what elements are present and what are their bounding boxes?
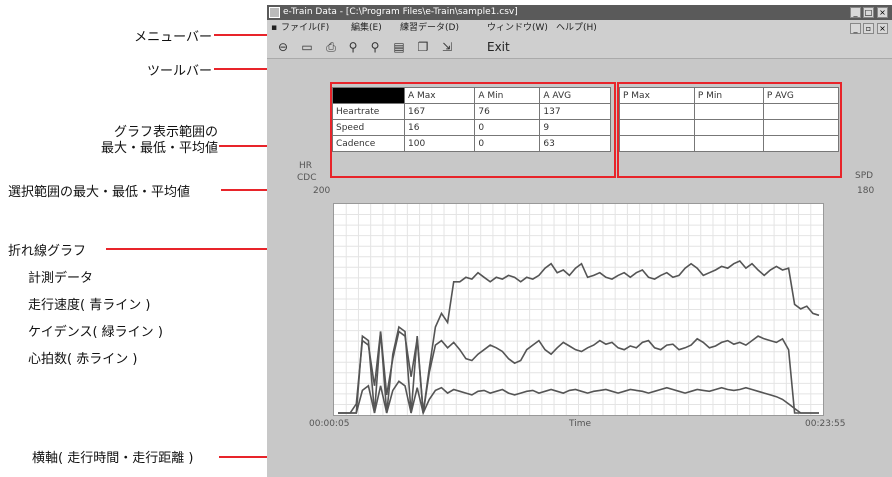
- x-axis-start-label: 00:00:05: [309, 419, 350, 429]
- exit-button[interactable]: Exit: [487, 40, 510, 54]
- line-chart[interactable]: [333, 203, 824, 416]
- pointer-line-toolbar: [214, 68, 274, 70]
- menu-help[interactable]: ヘルプ(H): [556, 23, 597, 33]
- title-bar: e-Train Data - [C:\Program Files\e-Train…: [267, 5, 892, 20]
- annotation-heartrate: 心拍数( 赤ライン ): [28, 352, 138, 367]
- table-icon[interactable]: ▤: [393, 40, 405, 54]
- app-icon: [269, 7, 280, 18]
- child-minimize-icon[interactable]: _: [850, 23, 861, 34]
- menu-doc-icon[interactable]: ▪: [271, 23, 278, 33]
- folder-icon[interactable]: ▭: [301, 40, 313, 54]
- maximize-icon[interactable]: □: [863, 7, 874, 18]
- annotation-toolbar: ツールバー: [146, 64, 212, 79]
- left-axis-max: 200: [313, 186, 331, 196]
- highlight-selected-range-table: [617, 82, 842, 178]
- zoom-out-icon[interactable]: ⚲: [370, 40, 380, 54]
- pointer-line-menubar: [214, 34, 274, 36]
- pointer-line-line-graph: [106, 248, 418, 250]
- annotation-menubar: メニューバー: [134, 30, 212, 45]
- x-axis-title: Time: [569, 419, 592, 429]
- menu-file[interactable]: ファイル(F): [281, 23, 330, 33]
- zoom-in-icon[interactable]: ⚲: [348, 40, 358, 54]
- annotation-x-axis: 横軸( 走行時間・走行距離 ): [32, 451, 194, 466]
- table-header-row: P Max P Min P AVG: [619, 87, 840, 104]
- right-axis-label-spd: SPD: [855, 171, 874, 181]
- table-row: [619, 135, 840, 152]
- table-corner-cell: [332, 87, 405, 104]
- highlight-graph-range-table: [330, 82, 616, 178]
- copy-icon[interactable]: ❐: [417, 40, 429, 54]
- export-icon[interactable]: ⇲: [441, 40, 453, 54]
- series-line-2: [338, 380, 819, 415]
- annotation-measure-data: 計測データ: [28, 271, 94, 286]
- close-icon[interactable]: ×: [877, 7, 888, 18]
- chart-svg: [334, 204, 823, 415]
- cell-avg: 63: [539, 135, 611, 152]
- tool-bar: ⊖ ▭ ⎙ ⚲ ⚲ ▤ ❐ ⇲ Exit: [267, 36, 892, 59]
- annotation-cadence: ケイデンス( 緑ライン ): [28, 325, 163, 340]
- annotation-line-graph: 折れ線グラフ: [8, 244, 87, 259]
- table-header-row: A Max A Min A AVG: [332, 87, 611, 104]
- selected-range-stats-table: P Max P Min P AVG: [619, 87, 840, 152]
- left-axis-label-hr: HR: [299, 161, 313, 171]
- cell-min: 0: [474, 135, 541, 152]
- table-row: [619, 103, 840, 120]
- annotation-graph-range-1: グラフ表示範囲の: [113, 125, 218, 140]
- graph-range-stats-table: A Max A Min A AVG Heartrate 167 76 137 S…: [332, 87, 611, 152]
- annotation-selected-range: 選択範囲の最大・最低・平均値: [8, 185, 191, 200]
- annotation-speed: 走行速度( 青ライン ): [28, 298, 151, 313]
- left-axis-label-cdc: CDC: [297, 173, 317, 183]
- menu-window[interactable]: ウィンドウ(W): [487, 23, 548, 33]
- print-icon[interactable]: ⎙: [326, 40, 336, 54]
- row-label: Cadence: [332, 135, 405, 152]
- series-line-1: [338, 325, 819, 414]
- menu-training-data[interactable]: 練習データ(D): [400, 23, 459, 33]
- cell-max: 100: [403, 135, 476, 152]
- menu-bar: ▪ ファイル(F) 編集(E) 練習データ(D) ウィンドウ(W) ヘルプ(H)…: [267, 20, 892, 36]
- menu-edit[interactable]: 編集(E): [351, 23, 382, 33]
- child-restore-icon[interactable]: ▫: [863, 23, 874, 34]
- x-axis-end-label: 00:23:55: [805, 419, 846, 429]
- app-window: e-Train Data - [C:\Program Files\e-Train…: [267, 5, 892, 477]
- open-file-icon[interactable]: ⊖: [277, 40, 289, 54]
- minimize-icon[interactable]: _: [850, 7, 861, 18]
- table-row: Cadence 100 0 63: [332, 135, 611, 152]
- child-close-icon[interactable]: ×: [877, 23, 888, 34]
- annotation-graph-range-2: 最大・最低・平均値: [100, 141, 218, 156]
- right-axis-max: 180: [857, 186, 875, 196]
- window-title: e-Train Data - [C:\Program Files\e-Train…: [283, 7, 518, 17]
